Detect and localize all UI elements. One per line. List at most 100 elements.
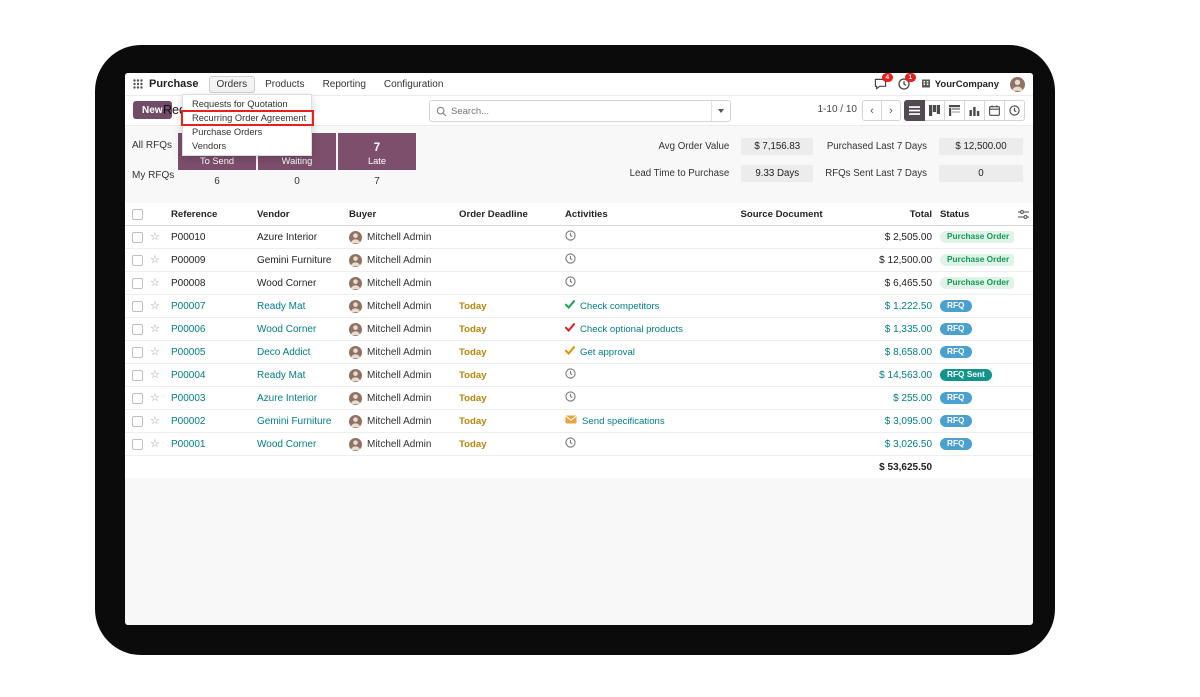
kpi-label-rfqs-sent-last-7-days[interactable]: RFQs Sent Last 7 Days (825, 167, 927, 179)
search-input[interactable] (447, 105, 711, 117)
col-header-vendor[interactable]: Vendor (257, 208, 290, 220)
col-header-total[interactable]: Total (909, 208, 932, 220)
row-checkbox[interactable] (132, 277, 143, 289)
my-rfqs-filter[interactable]: My RFQs (132, 170, 175, 181)
row-checkbox[interactable] (132, 415, 143, 427)
activity-clock-icon[interactable] (565, 368, 576, 382)
cell-activities[interactable] (563, 230, 713, 244)
row-checkbox[interactable] (132, 346, 143, 358)
view-activity-button[interactable] (1005, 100, 1025, 121)
activity-clock-icon[interactable] (565, 230, 576, 244)
view-kanban-button[interactable] (925, 100, 945, 121)
row-star[interactable]: ☆ (150, 391, 160, 404)
search-bar[interactable] (429, 100, 731, 122)
cell-activities[interactable] (563, 253, 713, 267)
row-checkbox[interactable] (132, 369, 143, 381)
kpi-value-purchased-last-7-days[interactable]: $ 12,500.00 (939, 137, 1023, 155)
col-header-source-document[interactable]: Source Document (740, 208, 823, 220)
app-name[interactable]: Purchase (149, 78, 199, 90)
activity-clock-icon[interactable] (565, 437, 576, 451)
cell-activities[interactable] (563, 276, 713, 290)
tile-my-count[interactable]: 7 (374, 175, 380, 187)
col-header-order-deadline[interactable]: Order Deadline (459, 208, 528, 220)
cell-reference[interactable]: P00008 (171, 277, 206, 289)
cell-activities[interactable]: Check competitors (563, 300, 713, 312)
menu-reporting[interactable]: Reporting (322, 78, 366, 90)
table-row[interactable]: ☆ P00007 Ready Mat Mitchell Admin Today Check… (125, 295, 1033, 318)
cell-activities[interactable] (563, 437, 713, 451)
row-star[interactable]: ☆ (150, 345, 160, 358)
table-row[interactable]: ☆ P00008 Wood Corner Mitchell Admin $ 6,465.… (125, 272, 1033, 295)
kpi-label-lead-time-to-purchase[interactable]: Lead Time to Purchase (629, 167, 730, 179)
col-header-buyer[interactable]: Buyer (349, 208, 377, 220)
pager-next-button[interactable]: › (881, 100, 901, 121)
table-row[interactable]: ☆ P00009 Gemini Furniture Mitchell Admin $ 1… (125, 249, 1033, 272)
select-all-checkbox[interactable] (132, 208, 143, 220)
cell-activities[interactable]: Get approval (563, 346, 713, 358)
table-row[interactable]: ☆ P00004 Ready Mat Mitchell Admin Today $ 14,… (125, 364, 1033, 387)
messages-icon[interactable]: 4 (874, 73, 893, 90)
row-star[interactable]: ☆ (150, 230, 160, 243)
tile-my-count[interactable]: 0 (294, 175, 300, 187)
col-header-reference[interactable]: Reference (171, 208, 218, 220)
row-star[interactable]: ☆ (150, 322, 160, 335)
orders-menu-item-recurring-order-agreement[interactable]: Recurring Order Agreement (181, 110, 314, 126)
apps-menu-icon[interactable] (133, 79, 143, 89)
table-row[interactable]: ☆ P00005 Deco Addict Mitchell Admin Today Get… (125, 341, 1033, 364)
table-row[interactable]: ☆ P00003 Azure Interior Mitchell Admin Today… (125, 387, 1033, 410)
cell-reference[interactable]: P00003 (171, 392, 206, 404)
table-row[interactable]: ☆ P00010 Azure Interior Mitchell Admin $ 2,5… (125, 226, 1033, 249)
activity-check-icon[interactable] (564, 323, 576, 335)
view-graph-button[interactable] (965, 100, 985, 121)
view-pivot-button[interactable] (945, 100, 965, 121)
cell-reference[interactable]: P00004 (171, 369, 206, 381)
pager-previous-button[interactable]: ‹ (862, 100, 881, 121)
cell-reference[interactable]: P00010 (171, 231, 206, 243)
row-star[interactable]: ☆ (150, 299, 160, 312)
menu-orders[interactable]: Orders (208, 75, 256, 93)
row-checkbox[interactable] (132, 254, 143, 266)
row-checkbox[interactable] (132, 392, 143, 404)
tile-my-count[interactable]: 6 (214, 175, 220, 187)
cell-activities[interactable] (563, 368, 713, 382)
orders-menu-item-requests-for-quotation[interactable]: Requests for Quotation (192, 99, 288, 109)
all-rfqs-filter[interactable]: All RFQs (132, 140, 172, 151)
row-star[interactable]: ☆ (150, 253, 160, 266)
table-row[interactable]: ☆ P00002 Gemini Furniture Mitchell Admin Tod… (125, 410, 1033, 433)
row-checkbox[interactable] (132, 438, 143, 450)
col-header-activities[interactable]: Activities (565, 208, 608, 220)
cell-reference[interactable]: P00002 (171, 415, 206, 427)
view-list-button[interactable] (904, 100, 925, 121)
cell-reference[interactable]: P00009 (171, 254, 206, 266)
cell-reference[interactable]: P00006 (171, 323, 206, 335)
cell-reference[interactable]: P00007 (171, 300, 206, 312)
tile-late[interactable]: 7 Late (338, 133, 416, 170)
activity-check-icon[interactable] (564, 346, 576, 358)
kpi-value-rfqs-sent-last-7-days[interactable]: 0 (939, 164, 1023, 182)
search-dropdown-toggle[interactable] (711, 101, 730, 121)
cell-activities[interactable]: Send specifications (563, 415, 713, 427)
kpi-value-avg-order-value[interactable]: $ 7,156.83 (741, 137, 814, 155)
menu-configuration[interactable]: Configuration (383, 78, 444, 90)
col-header-status[interactable]: Status (940, 208, 970, 220)
activity-check-icon[interactable] (564, 300, 576, 312)
cell-activities[interactable] (563, 391, 713, 405)
kpi-label-purchased-last-7-days[interactable]: Purchased Last 7 Days (826, 140, 927, 152)
cell-activities[interactable]: Check optional products (563, 323, 713, 335)
activities-icon[interactable]: 1 (898, 73, 916, 90)
row-star[interactable]: ☆ (150, 437, 160, 450)
cell-reference[interactable]: P00001 (171, 438, 206, 450)
activity-envelope-icon[interactable] (565, 415, 577, 427)
orders-menu-item-vendors[interactable]: Vendors (192, 141, 227, 151)
orders-menu-item-purchase-orders[interactable]: Purchase Orders (192, 127, 263, 137)
user-avatar[interactable] (1010, 76, 1025, 92)
kpi-value-lead-time-to-purchase[interactable]: 9.33 Days (741, 164, 814, 182)
row-checkbox[interactable] (132, 300, 143, 312)
row-checkbox[interactable] (132, 323, 143, 335)
activity-clock-icon[interactable] (565, 276, 576, 290)
row-checkbox[interactable] (132, 231, 143, 243)
adjust-columns-icon[interactable] (1014, 209, 1033, 220)
row-star[interactable]: ☆ (150, 368, 160, 381)
new-button[interactable]: New (133, 101, 172, 119)
activity-clock-icon[interactable] (565, 253, 576, 267)
